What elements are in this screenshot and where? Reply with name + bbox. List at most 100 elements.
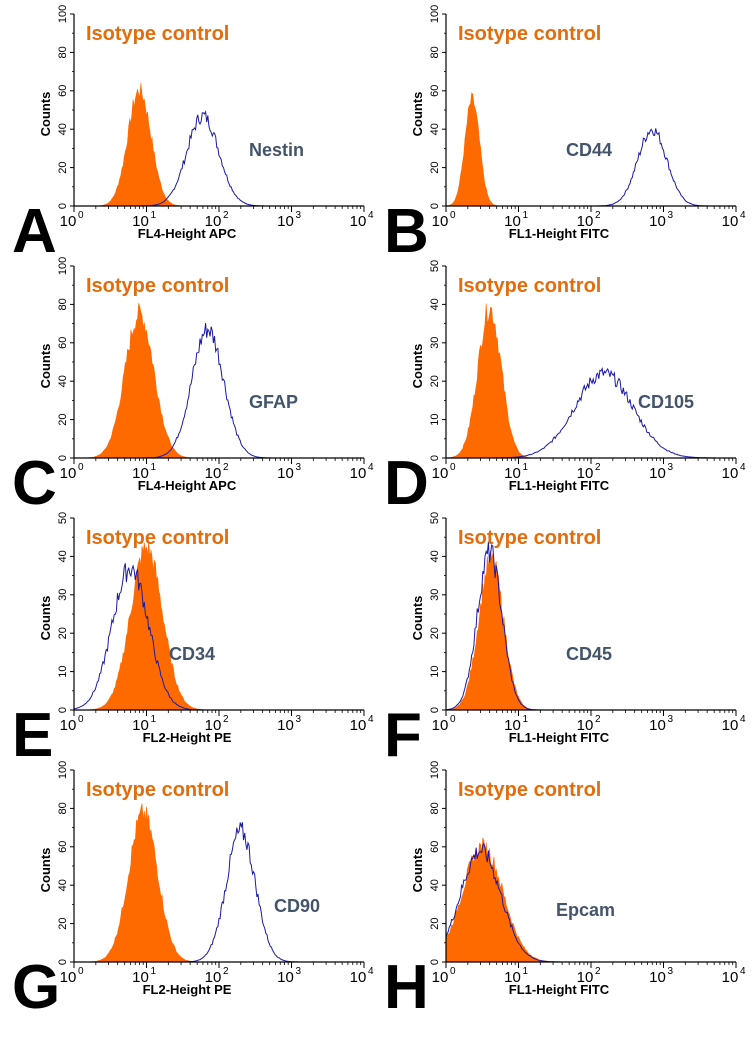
x-tick-exponent: 4 [740, 714, 746, 725]
isotype-histogram [74, 541, 364, 711]
x-tick-exponent: 4 [368, 462, 374, 473]
x-tick-label: 10 [432, 213, 449, 230]
panel-letter: B [384, 197, 429, 266]
x-tick-exponent: 0 [450, 210, 456, 221]
x-tick-label: 10 [649, 717, 666, 734]
isotype-control-label: Isotype control [458, 779, 601, 801]
marker-label: CD105 [638, 392, 694, 412]
y-tick-label: 0 [429, 203, 441, 209]
y-tick-label: 50 [429, 260, 441, 272]
y-tick-label: 20 [429, 375, 441, 387]
x-tick-exponent: 2 [223, 210, 229, 221]
panel-letter: G [12, 953, 60, 1022]
y-tick-label: 100 [57, 761, 69, 779]
y-tick-label: 80 [57, 298, 69, 310]
y-tick-label: 0 [57, 707, 69, 713]
panel-letter: A [12, 197, 57, 266]
x-tick-exponent: 3 [296, 462, 302, 473]
x-tick-label: 10 [205, 717, 222, 734]
y-tick-label: 10 [429, 413, 441, 425]
x-axis-title: FL1-Height FITC [509, 982, 610, 997]
x-tick-label: 10 [132, 969, 149, 986]
x-tick-exponent: 1 [151, 462, 157, 473]
y-tick-label: 10 [57, 665, 69, 677]
y-tick-label: 50 [429, 512, 441, 524]
y-tick-label: 40 [429, 123, 441, 135]
y-tick-label: 20 [429, 917, 441, 929]
y-tick-label: 100 [57, 257, 69, 275]
x-tick-exponent: 2 [595, 462, 601, 473]
x-tick-label: 10 [277, 213, 294, 230]
y-axis-title: Counts [410, 596, 425, 641]
x-tick-label: 10 [60, 717, 77, 734]
isotype-histogram [445, 550, 736, 711]
y-tick-label: 80 [57, 46, 69, 58]
x-tick-label: 10 [577, 717, 594, 734]
x-tick-exponent: 1 [151, 966, 157, 977]
x-tick-exponent: 1 [151, 714, 157, 725]
x-tick-exponent: 2 [595, 210, 601, 221]
x-tick-exponent: 3 [296, 966, 302, 977]
x-axis-title: FL4-Height APC [138, 478, 237, 493]
x-tick-label: 10 [432, 465, 449, 482]
y-tick-label: 30 [57, 589, 69, 601]
isotype-control-label: Isotype control [458, 527, 601, 549]
y-tick-label: 0 [429, 455, 441, 461]
y-tick-label: 20 [429, 627, 441, 639]
x-tick-exponent: 3 [296, 210, 302, 221]
x-tick-label: 10 [132, 213, 149, 230]
panel-letter: E [12, 701, 53, 770]
y-tick-label: 40 [429, 879, 441, 891]
x-axis-title: FL1-Height FITC [509, 478, 610, 493]
x-axis-title: FL1-Height FITC [509, 730, 610, 745]
y-tick-label: 60 [57, 841, 69, 853]
x-tick-label: 10 [649, 465, 666, 482]
y-tick-label: 60 [429, 85, 441, 97]
x-tick-exponent: 4 [368, 966, 374, 977]
y-tick-label: 40 [57, 550, 69, 562]
x-tick-label: 10 [205, 969, 222, 986]
y-tick-label: 20 [57, 627, 69, 639]
marker-label: CD90 [274, 896, 320, 916]
y-tick-label: 40 [429, 298, 441, 310]
x-tick-label: 10 [350, 969, 367, 986]
x-tick-exponent: 1 [523, 714, 529, 725]
x-tick-label: 10 [722, 717, 739, 734]
x-tick-exponent: 2 [223, 714, 229, 725]
x-tick-exponent: 1 [523, 210, 529, 221]
x-tick-exponent: 0 [78, 210, 84, 221]
x-tick-label: 10 [504, 213, 521, 230]
x-tick-label: 10 [577, 969, 594, 986]
isotype-control-label: Isotype control [458, 23, 601, 45]
y-tick-label: 30 [429, 589, 441, 601]
y-axis-title: Counts [38, 596, 53, 641]
y-tick-label: 30 [429, 337, 441, 349]
x-tick-exponent: 4 [740, 462, 746, 473]
y-tick-label: 20 [57, 161, 69, 173]
isotype-control-label: Isotype control [86, 527, 229, 549]
y-tick-label: 40 [57, 879, 69, 891]
x-tick-exponent: 3 [296, 714, 302, 725]
x-tick-exponent: 3 [668, 210, 674, 221]
y-tick-label: 100 [429, 761, 441, 779]
isotype-histogram [74, 82, 364, 207]
y-tick-label: 20 [57, 917, 69, 929]
y-tick-label: 0 [57, 455, 69, 461]
x-tick-exponent: 0 [450, 714, 456, 725]
y-tick-label: 20 [57, 413, 69, 425]
x-tick-exponent: 0 [78, 714, 84, 725]
y-tick-label: 0 [57, 203, 69, 209]
marker-label: CD34 [169, 644, 215, 664]
panel-letter: D [384, 449, 429, 518]
x-tick-label: 10 [132, 465, 149, 482]
x-tick-label: 10 [277, 969, 294, 986]
isotype-control-label: Isotype control [86, 23, 229, 45]
x-axis-title: FL2-Height PE [143, 730, 232, 745]
panel-letter: H [384, 953, 429, 1022]
